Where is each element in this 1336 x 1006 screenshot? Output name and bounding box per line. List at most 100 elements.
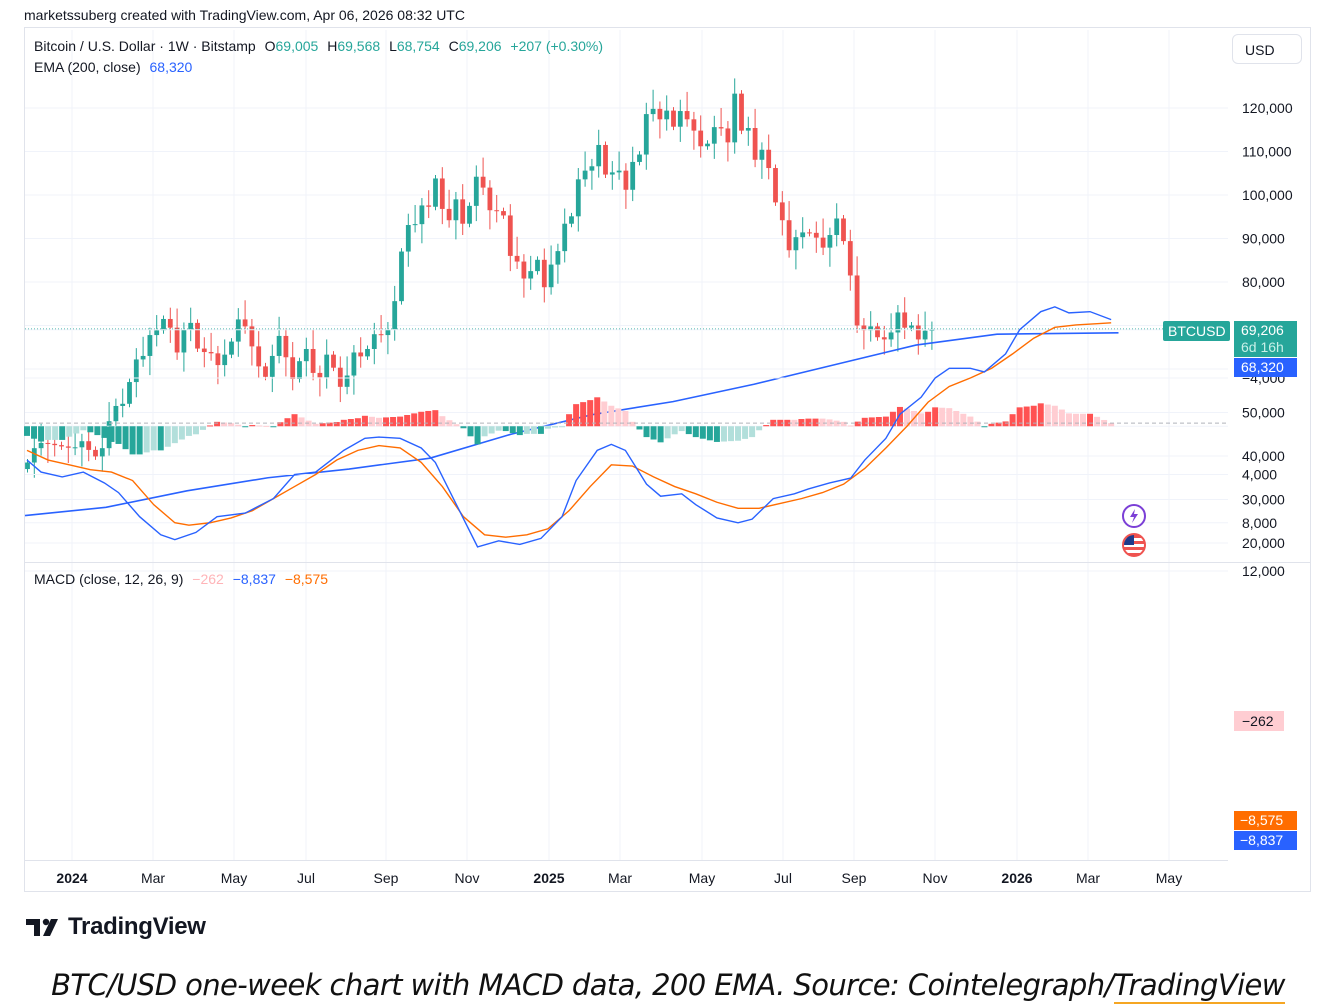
price-tick-label: 40,000 (1242, 448, 1285, 464)
macd-hist-bar (411, 413, 418, 427)
macd-hist-bar (720, 426, 727, 442)
macd-hist-bar (481, 426, 488, 437)
macd-hist-bar (390, 417, 397, 427)
macd-hist-bar (875, 417, 882, 427)
macd-hist-bar (587, 400, 594, 427)
macd-hist-bar (1002, 421, 1009, 427)
tradingview-logo[interactable]: TradingView (26, 913, 206, 941)
candle-body (256, 346, 262, 367)
caption-link[interactable]: TradingView (1113, 968, 1286, 1004)
us-flag-icon[interactable] (1122, 533, 1146, 557)
candle-body (167, 318, 173, 328)
macd-hist-bar (692, 426, 699, 438)
macd-hist-bar (502, 426, 509, 432)
macd-hist-bar (791, 419, 798, 427)
candle-body (609, 172, 615, 175)
candle-body (140, 355, 146, 360)
candle-body (283, 335, 289, 358)
macd-hist-bar (735, 426, 742, 441)
macd-hist-bar (573, 404, 580, 427)
candle-body (399, 251, 404, 302)
candle-body (344, 375, 350, 387)
currency-button[interactable]: USD (1232, 34, 1302, 64)
time-tick-label: Jul (774, 870, 792, 886)
macd-hist-bar (192, 426, 199, 435)
macd-hist-bar (38, 426, 45, 442)
macd-hist-bar (157, 426, 164, 451)
candle-body (650, 108, 656, 115)
candle-body (378, 334, 384, 336)
macd-hist-bar (544, 426, 551, 429)
macd-hist-bar (397, 416, 404, 427)
macd-hist-bar (756, 426, 763, 431)
candle-body (480, 176, 486, 188)
candle-body (569, 216, 574, 224)
macd-hist-bar (770, 419, 777, 427)
macd-hist-bar (537, 426, 544, 434)
macd-hist-bar (87, 426, 94, 433)
macd-hist-bar (446, 420, 453, 427)
macd-hist-bar (164, 426, 171, 447)
macd-hist-bar (66, 426, 73, 437)
symbol-label[interactable]: Bitcoin / U.S. Dollar · 1W · Bitstamp (34, 38, 256, 54)
macd-hist-bar (31, 426, 38, 439)
price-tick-label: 90,000 (1242, 231, 1285, 247)
tradingview-logo-icon (26, 918, 58, 936)
candle-body (31, 448, 37, 463)
macd-hist-bar (805, 418, 812, 427)
high-label: H (327, 38, 338, 54)
ema-legend: EMA (200, close) 68,320 (34, 59, 193, 75)
candle-body (881, 337, 887, 340)
macd-label[interactable]: MACD (close, 12, 26, 9) (34, 571, 184, 587)
candle-body (290, 357, 296, 380)
ema-200-line (24, 332, 1119, 517)
macd-hist-bar (516, 426, 523, 436)
candle-body (72, 447, 78, 449)
macd-hist-bar (24, 426, 30, 436)
macd-hist-bar (474, 426, 481, 445)
price-tick-label: 110,000 (1242, 144, 1292, 160)
time-tick-label: Mar (1076, 870, 1100, 886)
close-value: 69,206 (458, 38, 502, 54)
candle-body (725, 128, 731, 143)
price-tick-label: 50,000 (1242, 405, 1285, 421)
macd-hist-bar (207, 425, 214, 427)
macd-hist-bar (488, 426, 495, 434)
macd-hist-bar (615, 408, 622, 427)
candle-body (521, 261, 527, 279)
ema-label[interactable]: EMA (200, close) (34, 59, 141, 75)
candle-body (698, 130, 704, 147)
lightning-icon[interactable] (1122, 504, 1146, 528)
macd-hist-bar (1016, 407, 1023, 427)
candle-body (752, 128, 758, 160)
candle-body (249, 326, 255, 347)
candle-body (888, 332, 894, 340)
candle-body (358, 352, 364, 357)
time-tick-label: May (221, 870, 247, 886)
candle-body (439, 178, 445, 209)
candle-body (133, 359, 139, 383)
macd-hist-bar (404, 414, 411, 427)
candle-body (467, 205, 472, 224)
macd-hist-bar (284, 418, 291, 427)
macd-hist-bar (495, 426, 502, 431)
candle-body (174, 327, 180, 353)
candle-body (120, 403, 126, 406)
macd-hist-bar (368, 416, 375, 427)
candle-body (868, 326, 874, 331)
macd-hist-bar (552, 426, 558, 428)
candle-body (59, 445, 64, 447)
ema-value: 68,320 (149, 59, 193, 75)
macd-signal-value: −8,575 (284, 571, 329, 587)
candle-body (201, 348, 207, 353)
candle-body (235, 319, 241, 342)
macd-tick-label: 4,000 (1242, 467, 1277, 483)
candle-body (487, 187, 493, 211)
macd-hist-bar (904, 408, 910, 427)
candle-body (215, 353, 221, 366)
macd-signal-line (26, 322, 1112, 538)
candle-body (263, 366, 268, 377)
candle-body (147, 335, 153, 356)
candle-body (514, 255, 520, 262)
